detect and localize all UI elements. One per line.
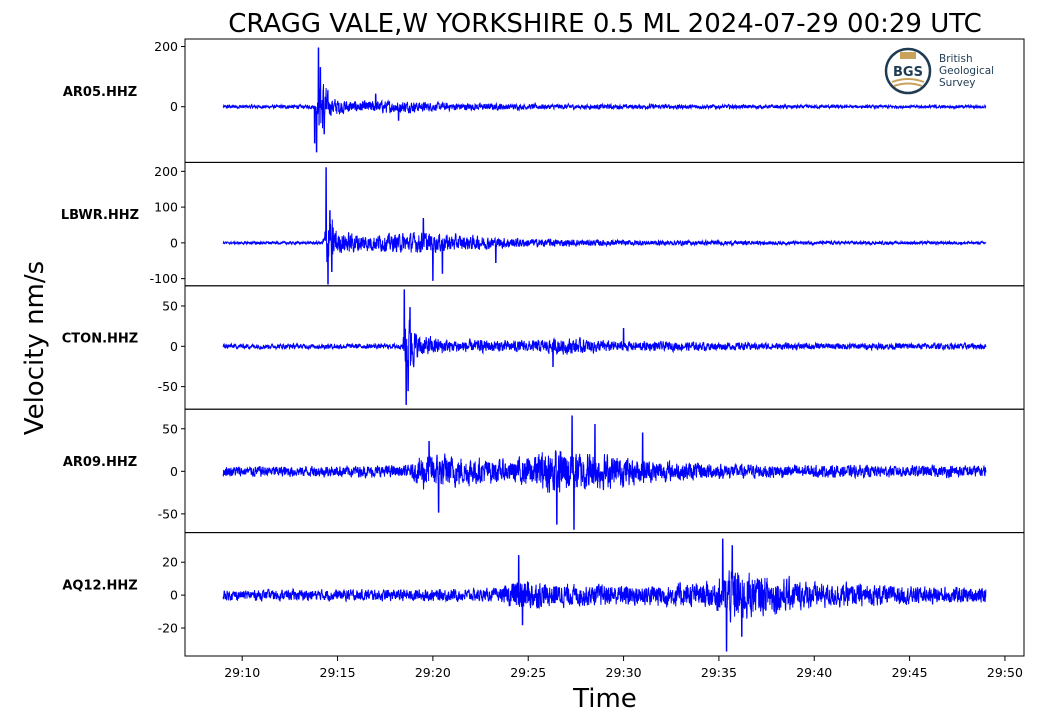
y-tick-label: -50 [158, 506, 178, 521]
x-tick-label: 29:20 [415, 665, 451, 680]
panel-ar09-hhz: -50 0 50 AR09.HHZ [63, 408, 1025, 534]
y-tick-label: 200 [154, 164, 178, 179]
x-tick-label: 29:15 [320, 665, 356, 680]
y-tick-label: -50 [158, 379, 178, 394]
x-axis-label: Time [572, 684, 637, 714]
station-label: CTON.HHZ [62, 332, 138, 347]
panel-frame [184, 532, 1025, 657]
logo-line-3: Survey [939, 77, 976, 89]
x-tick-label: 29:25 [510, 665, 546, 680]
x-tick-label: 29:35 [701, 665, 737, 680]
logo-line-1: British [939, 53, 973, 65]
y-axis-label: Velocity nm/s [20, 261, 50, 435]
y-tick-label: 200 [154, 39, 178, 54]
y-tick-label: 20 [162, 555, 178, 570]
chart-title: CRAGG VALE,W YORKSHIRE 0.5 ML 2024-07-29… [228, 9, 982, 39]
y-tick-label: 0 [170, 99, 178, 114]
x-tick-label: 29:30 [606, 665, 642, 680]
panel-aq12-hhz: -20 0 20 AQ12.HHZ [62, 532, 1025, 657]
x-tick-label: 29:50 [987, 665, 1023, 680]
bgs-emblem-text: BGS [893, 65, 923, 80]
waveform-trace [222, 167, 987, 285]
panel-ar05-hhz: 0 200 AR05.HHZ [63, 38, 1025, 163]
station-label: AR09.HHZ [63, 455, 137, 470]
station-label: AR05.HHZ [63, 85, 137, 100]
bgs-emblem-icon: BGS [884, 47, 932, 95]
panels-group: 0200AR05.HHZ-1000100200LBWR.HHZ-50050CTO… [61, 38, 1025, 657]
waveform-trace [222, 415, 987, 530]
y-tick-label: -100 [150, 271, 178, 286]
x-tick-label: 29:45 [892, 665, 928, 680]
y-tick-label: 50 [162, 421, 178, 436]
waveform-trace [222, 538, 987, 652]
bgs-wordmark: British Geological Survey [939, 53, 994, 89]
station-label: AQ12.HHZ [62, 578, 137, 593]
x-tick-label: 29:40 [796, 665, 832, 680]
bgs-logo: BGS British Geological Survey [883, 46, 1013, 98]
y-tick-label: 100 [154, 200, 178, 215]
y-tick-label: 50 [162, 298, 178, 313]
station-label: LBWR.HHZ [61, 208, 139, 223]
x-tick-label: 29:10 [224, 665, 260, 680]
y-tick-label: -20 [158, 621, 178, 636]
panel-frame [184, 161, 1025, 287]
waveform-trace [222, 289, 987, 405]
y-tick-label: 0 [170, 235, 178, 250]
y-tick-label: 0 [170, 464, 178, 479]
y-tick-label: 0 [170, 339, 178, 354]
panel-cton-hhz: -50 0 50 CTON.HHZ [62, 285, 1025, 410]
logo-line-2: Geological [939, 65, 995, 77]
y-tick-label: 0 [170, 588, 178, 603]
x-axis: 29:10 29:15 29:20 29:25 29:30 29:35 29:40 29:45… [224, 656, 1023, 680]
waveform-trace [222, 47, 987, 153]
panel-lbwr-hhz: -100 0 100 200 LBWR.HHZ [61, 161, 1025, 287]
